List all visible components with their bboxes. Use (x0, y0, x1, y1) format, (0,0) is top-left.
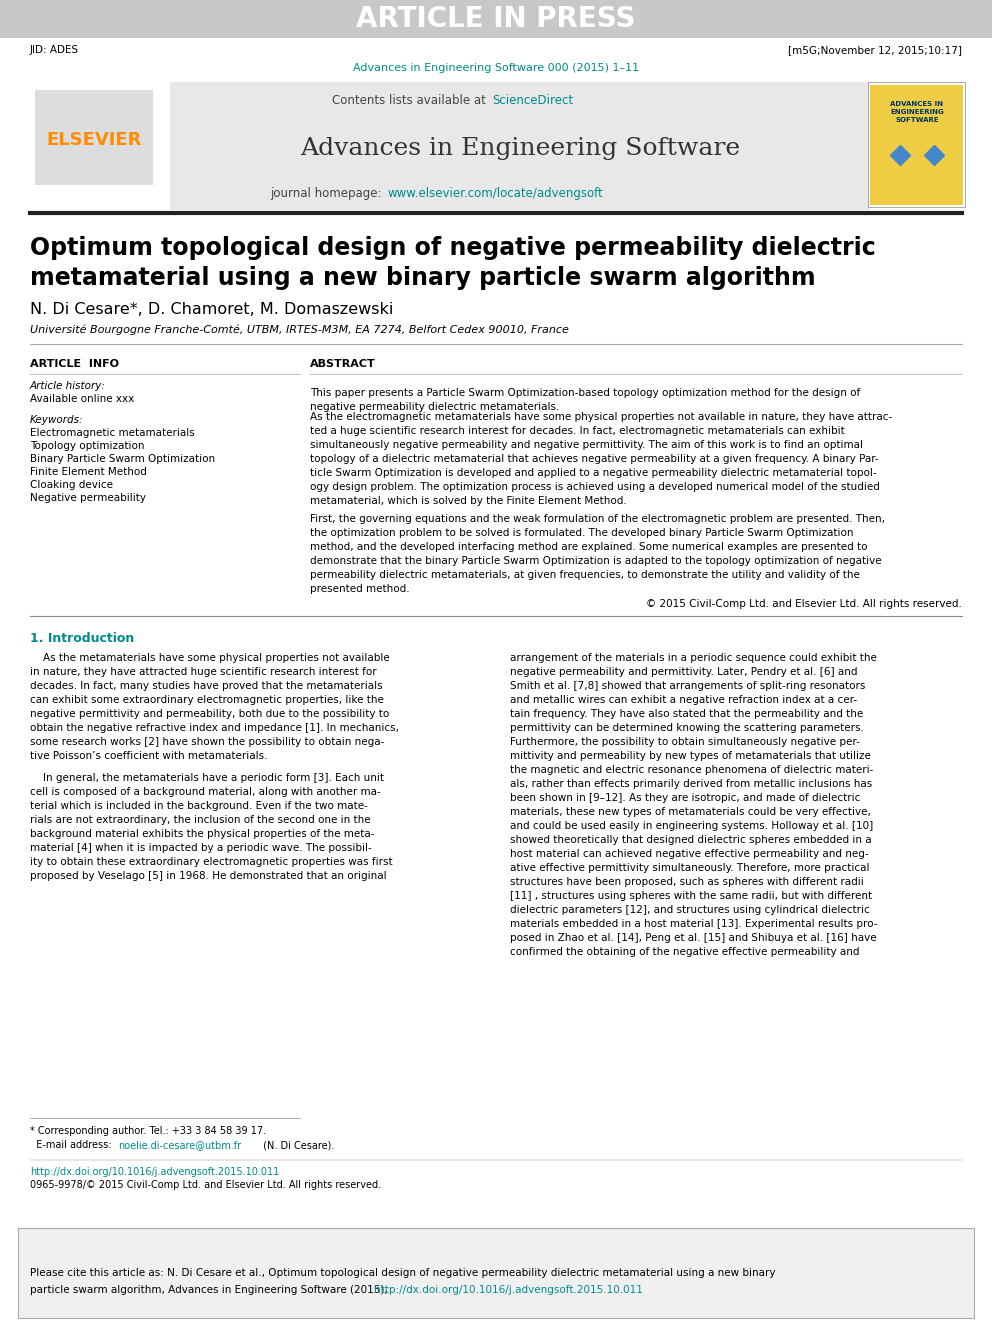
Text: Electromagnetic metamaterials: Electromagnetic metamaterials (30, 429, 194, 438)
Text: [m5G;November 12, 2015;10:17]: [m5G;November 12, 2015;10:17] (788, 45, 962, 56)
Bar (870, 85, 963, 205)
Text: ELSEVIER: ELSEVIER (47, 131, 142, 149)
Text: Finite Element Method: Finite Element Method (30, 467, 147, 478)
Text: http://dx.doi.org/10.1016/j.advengsoft.2015.10.011: http://dx.doi.org/10.1016/j.advengsoft.2… (374, 1285, 643, 1295)
Bar (35, 90, 153, 185)
Text: In general, the metamaterials have a periodic form [3]. Each unit
cell is compos: In general, the metamaterials have a per… (30, 773, 393, 881)
Text: Cloaking device: Cloaking device (30, 480, 113, 490)
Text: Advances in Engineering Software: Advances in Engineering Software (300, 136, 740, 160)
Text: 0965-9978/© 2015 Civil-Comp Ltd. and Elsevier Ltd. All rights reserved.: 0965-9978/© 2015 Civil-Comp Ltd. and Els… (30, 1180, 381, 1189)
Text: ARTICLE  INFO: ARTICLE INFO (30, 359, 119, 369)
Text: Please cite this article as: N. Di Cesare et al., Optimum topological design of : Please cite this article as: N. Di Cesar… (30, 1267, 776, 1278)
Text: Université Bourgogne Franche-Comté, UTBM, IRTES-M3M, EA 7274, Belfort Cedex 9001: Université Bourgogne Franche-Comté, UTBM… (30, 324, 568, 335)
Text: N. Di Cesare*, D. Chamoret, M. Domaszewski: N. Di Cesare*, D. Chamoret, M. Domaszews… (30, 303, 394, 318)
Text: ADVANCES IN
ENGINEERING
SOFTWARE: ADVANCES IN ENGINEERING SOFTWARE (890, 101, 943, 123)
Text: Optimum topological design of negative permeability dielectric: Optimum topological design of negative p… (30, 235, 876, 261)
Text: * Corresponding author. Tel.: +33 3 84 58 39 17.: * Corresponding author. Tel.: +33 3 84 5… (30, 1126, 266, 1136)
Text: Binary Particle Swarm Optimization: Binary Particle Swarm Optimization (30, 454, 215, 464)
Text: journal homepage:: journal homepage: (270, 187, 385, 200)
Text: Advances in Engineering Software 000 (2015) 1–11: Advances in Engineering Software 000 (20… (353, 64, 639, 73)
FancyBboxPatch shape (18, 1228, 974, 1318)
Bar (868, 82, 965, 206)
Text: JID: ADES: JID: ADES (30, 45, 79, 56)
Text: Available online xxx: Available online xxx (30, 394, 134, 404)
Text: E-mail address:: E-mail address: (30, 1140, 115, 1150)
Text: Keywords:: Keywords: (30, 415, 83, 425)
Text: As the electromagnetic metamaterials have some physical properties not available: As the electromagnetic metamaterials hav… (310, 411, 892, 505)
Text: ABSTRACT: ABSTRACT (310, 359, 376, 369)
Bar (0, 0, 992, 38)
Text: © 2015 Civil-Comp Ltd. and Elsevier Ltd. All rights reserved.: © 2015 Civil-Comp Ltd. and Elsevier Ltd.… (646, 599, 962, 609)
Text: www.elsevier.com/locate/advengsoft: www.elsevier.com/locate/advengsoft (387, 187, 603, 200)
Text: Topology optimization: Topology optimization (30, 441, 145, 451)
Text: Negative permeability: Negative permeability (30, 493, 146, 503)
Text: particle swarm algorithm, Advances in Engineering Software (2015),: particle swarm algorithm, Advances in En… (30, 1285, 391, 1295)
Text: Article history:: Article history: (30, 381, 106, 392)
Text: (N. Di Cesare).: (N. Di Cesare). (260, 1140, 334, 1150)
Bar (170, 82, 870, 210)
Text: http://dx.doi.org/10.1016/j.advengsoft.2015.10.011: http://dx.doi.org/10.1016/j.advengsoft.2… (30, 1167, 280, 1177)
Text: metamaterial using a new binary particle swarm algorithm: metamaterial using a new binary particle… (30, 266, 815, 290)
Bar (30, 82, 160, 208)
Text: noelie.di-cesare@utbm.fr: noelie.di-cesare@utbm.fr (118, 1140, 241, 1150)
Text: As the metamaterials have some physical properties not available
in nature, they: As the metamaterials have some physical … (30, 654, 399, 761)
Text: 1. Introduction: 1. Introduction (30, 631, 134, 644)
Text: ARTICLE IN PRESS: ARTICLE IN PRESS (356, 5, 636, 33)
Text: ScienceDirect: ScienceDirect (492, 94, 573, 106)
Text: Contents lists available at: Contents lists available at (332, 94, 490, 106)
Text: arrangement of the materials in a periodic sequence could exhibit the
negative p: arrangement of the materials in a period… (510, 654, 878, 957)
Text: First, the governing equations and the weak formulation of the electromagnetic p: First, the governing equations and the w… (310, 515, 885, 594)
Text: This paper presents a Particle Swarm Optimization-based topology optimization me: This paper presents a Particle Swarm Opt… (310, 388, 860, 411)
